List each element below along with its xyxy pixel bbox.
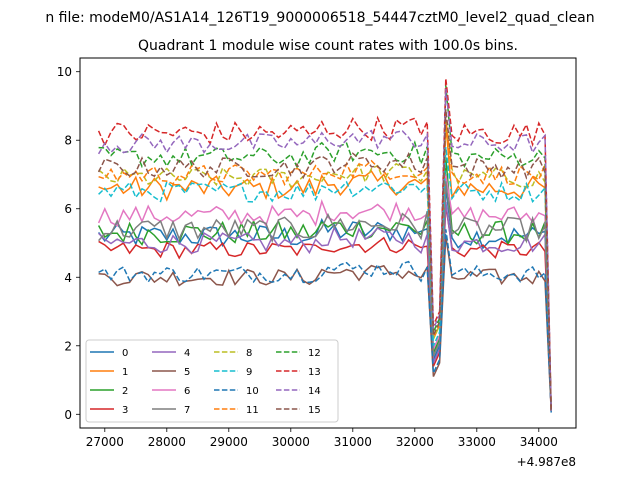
legend-label-2: 2 <box>122 386 128 397</box>
y-tick-label: 2 <box>64 339 72 353</box>
series-line-0 <box>97 188 552 413</box>
legend-label-8: 8 <box>246 348 252 359</box>
series-line-12 <box>98 85 552 411</box>
legend-label-14: 14 <box>308 386 321 397</box>
y-tick-label: 10 <box>57 65 72 79</box>
x-tick-label: 28000 <box>148 435 186 449</box>
series-line-3 <box>98 205 552 411</box>
series-line-13 <box>97 78 552 411</box>
series-line-7 <box>98 181 552 411</box>
x-offset-label: +4.987e8 <box>517 455 576 469</box>
x-tick-label: 29000 <box>210 435 248 449</box>
legend-label-6: 6 <box>184 386 190 397</box>
legend-label-4: 4 <box>184 348 190 359</box>
series-line-9 <box>98 146 552 411</box>
legend-label-13: 13 <box>308 367 321 378</box>
series-line-5 <box>98 236 552 411</box>
legend-label-9: 9 <box>246 367 252 378</box>
series-line-15 <box>97 109 552 411</box>
series-line-14 <box>97 88 552 411</box>
legend-label-12: 12 <box>308 348 321 359</box>
y-tick-label: 6 <box>64 202 72 216</box>
legend-label-15: 15 <box>308 405 321 416</box>
y-axis: 0 2 4 6 8 10 <box>57 65 80 422</box>
y-tick-label: 8 <box>64 134 72 148</box>
legend-label-3: 3 <box>122 405 128 416</box>
x-tick-label: 31000 <box>334 435 372 449</box>
legend-label-5: 5 <box>184 367 190 378</box>
y-tick-label: 4 <box>64 271 72 285</box>
series-line-10 <box>98 229 552 411</box>
series-line-1 <box>98 123 552 411</box>
series-line-2 <box>97 157 552 411</box>
series-line-4 <box>98 201 552 411</box>
x-tick-label: 33000 <box>458 435 496 449</box>
plot-area <box>97 78 552 413</box>
x-tick-label: 30000 <box>272 435 310 449</box>
legend-label-7: 7 <box>184 405 190 416</box>
figure-suptitle: n file: modeM0/AS1A14_126T19_9000006518_… <box>45 10 594 26</box>
x-tick-label: 27000 <box>86 435 124 449</box>
legend-label-1: 1 <box>122 367 128 378</box>
x-axis: 27000 28000 29000 30000 31000 32000 33000 34000 <box>86 428 558 449</box>
axes-frame <box>79 57 577 429</box>
legend-label-10: 10 <box>246 386 259 397</box>
y-tick-label: 0 <box>64 408 72 422</box>
x-tick-label: 34000 <box>520 435 558 449</box>
series-line-8 <box>98 119 552 411</box>
x-tick-label: 32000 <box>396 435 434 449</box>
chart-title: Quadrant 1 module wise count rates with … <box>138 38 518 54</box>
legend-label-11: 11 <box>246 405 259 416</box>
legend-label-0: 0 <box>122 348 128 359</box>
series-line-11 <box>98 119 552 411</box>
legend-frame <box>85 339 339 423</box>
